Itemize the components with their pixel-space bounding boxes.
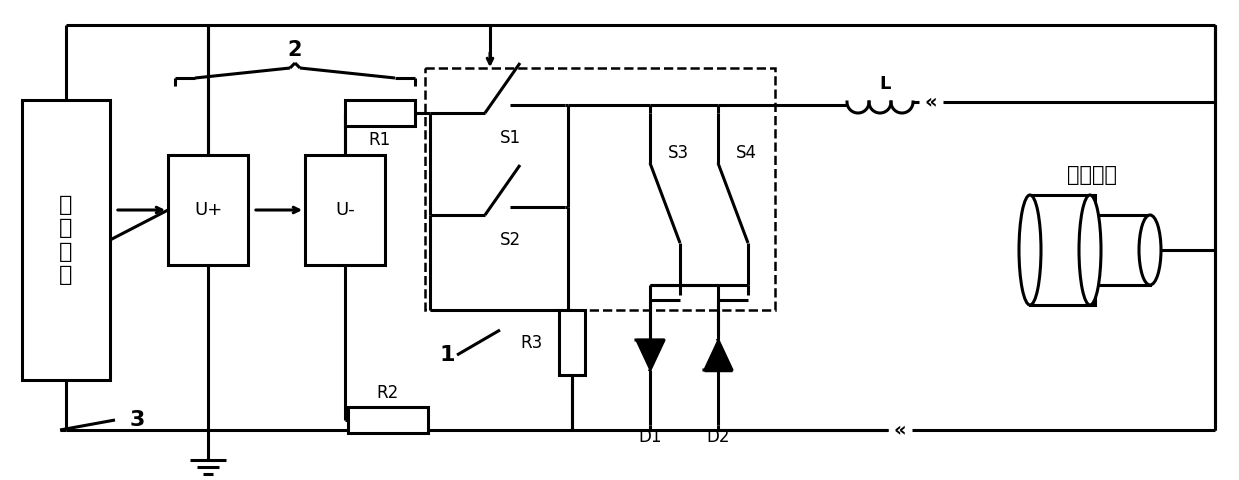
Bar <box>305 155 385 265</box>
Text: 3: 3 <box>130 410 145 430</box>
Ellipse shape <box>1079 195 1101 305</box>
Text: 2: 2 <box>287 40 302 60</box>
Text: D2: D2 <box>706 428 730 446</box>
Ellipse shape <box>1018 195 1041 305</box>
Bar <box>169 155 248 265</box>
Polygon shape <box>636 340 664 370</box>
Polygon shape <box>704 340 732 370</box>
Text: 被测电缆: 被测电缆 <box>1067 165 1118 185</box>
Text: S4: S4 <box>736 144 757 162</box>
Text: 1: 1 <box>440 345 455 365</box>
Bar <box>559 310 585 375</box>
Bar <box>348 407 427 433</box>
Ellipse shape <box>1139 215 1161 285</box>
Text: S1: S1 <box>499 129 520 147</box>
Bar <box>1030 195 1095 305</box>
Text: S2: S2 <box>499 231 520 249</box>
Text: U-: U- <box>335 201 354 219</box>
Text: S3: S3 <box>668 144 689 162</box>
Bar <box>1090 215 1150 285</box>
Text: R2: R2 <box>377 384 399 402</box>
Bar <box>22 100 110 380</box>
Text: R3: R3 <box>520 334 543 351</box>
Text: U+: U+ <box>193 201 222 219</box>
Text: «: « <box>893 420 906 440</box>
Text: «: « <box>924 93 938 111</box>
Bar <box>425 68 776 310</box>
Bar <box>344 100 415 126</box>
Text: 控
制
系
统: 控 制 系 统 <box>59 195 73 285</box>
Text: R1: R1 <box>369 131 392 149</box>
Text: D1: D1 <box>638 428 662 446</box>
Text: L: L <box>880 75 891 93</box>
